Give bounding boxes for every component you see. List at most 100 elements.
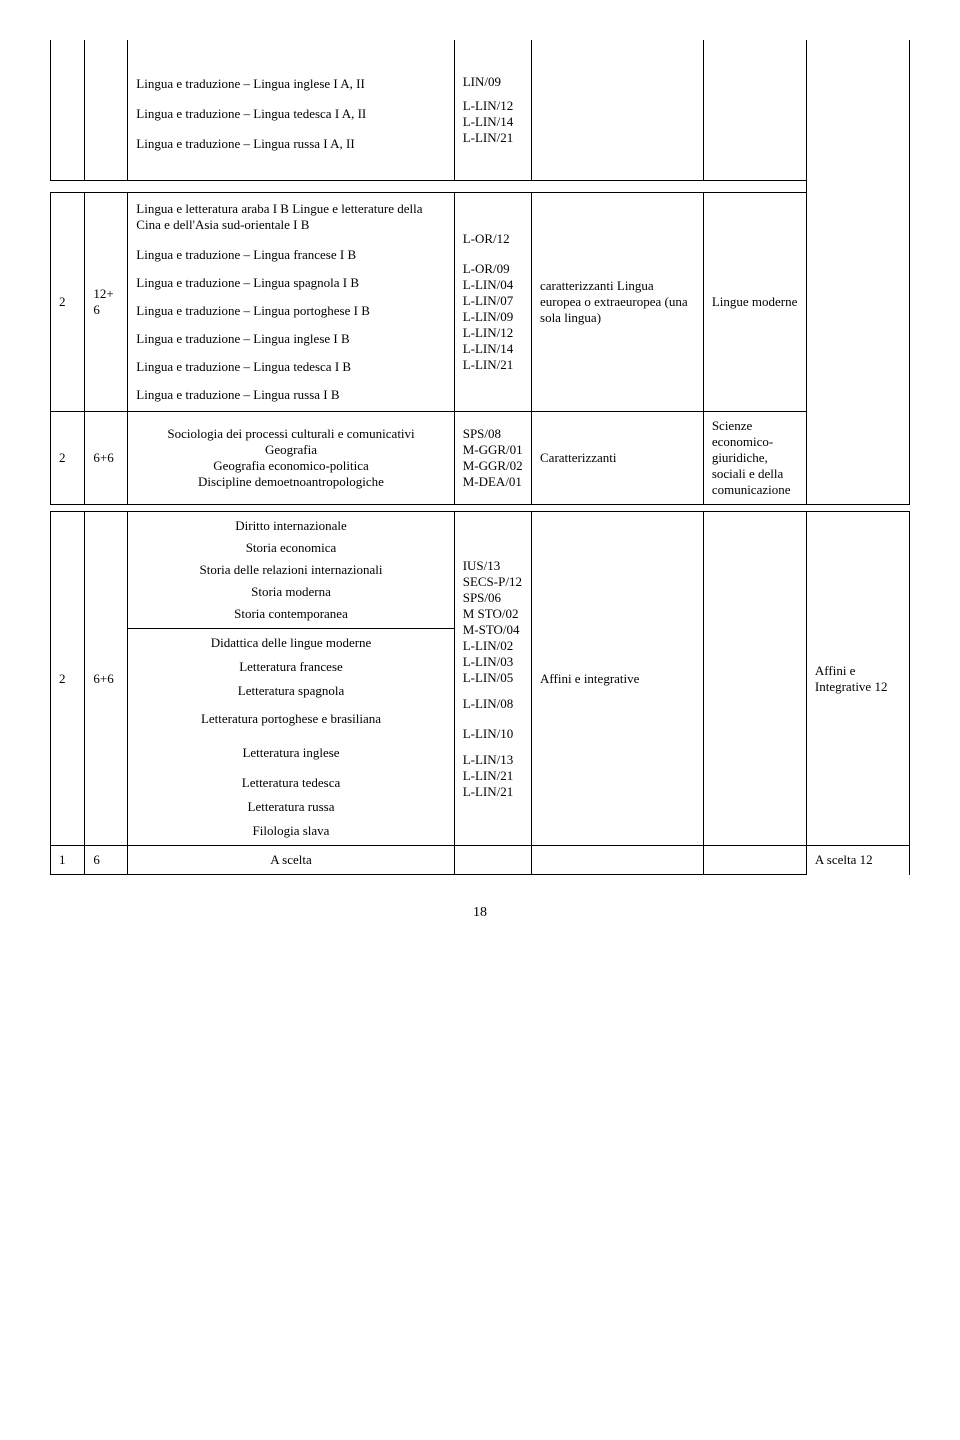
ssd-code: L-LIN/21 — [463, 130, 523, 146]
disc-text: Geografia — [136, 442, 445, 458]
disc-text: Letteratura portoghese e brasiliana — [136, 711, 445, 727]
disc-text: Lingua e letteratura araba I B Lingue e … — [136, 199, 445, 235]
disc-text: Letteratura inglese — [136, 745, 445, 761]
ssd-code: L-LIN/14 — [463, 341, 523, 357]
cell-act — [532, 846, 704, 875]
ssd-code: SECS-P/12 — [463, 574, 523, 590]
ssd-code: L-LIN/03 — [463, 654, 523, 670]
disc-text: Letteratura spagnola — [136, 683, 445, 699]
disc-text: Letteratura francese — [136, 659, 445, 675]
ssd-code: L-LIN/12 — [463, 98, 523, 114]
table-row: 2 6+6 Diritto internazionale Storia econ… — [51, 512, 910, 629]
ssd-code: L-LIN/04 — [463, 277, 523, 293]
ssd-code: M-GGR/01 — [463, 442, 523, 458]
cell-group: Affini e Integrative 12 — [806, 512, 909, 846]
ssd-code: L-LIN/21 — [463, 768, 523, 784]
disc-text: Lingua e traduzione – Lingua portoghese … — [136, 301, 445, 321]
cell-act: Caratterizzanti — [532, 412, 704, 505]
cell-disc: Diritto internazionale Storia economica … — [128, 512, 454, 629]
cell-amb — [703, 40, 806, 181]
cell-year: 2 — [51, 193, 85, 412]
cell-act: Affini e integrative — [532, 512, 704, 846]
table-row: 1 6 A scelta A scelta 12 — [51, 846, 910, 875]
disc-text: Lingua e traduzione – Lingua spagnola I … — [136, 273, 445, 293]
page-number: 18 — [50, 905, 910, 921]
disc-text: Diritto internazionale — [136, 518, 445, 534]
ssd-code: L-OR/09 — [463, 261, 523, 277]
ssd-code: L-LIN/05 — [463, 670, 523, 686]
disc-text: Letteratura tedesca — [136, 775, 445, 791]
disc-text: Lingua e traduzione – Lingua inglese I A… — [136, 46, 445, 94]
spacer-cell — [51, 505, 910, 512]
ssd-code: M-STO/04 — [463, 622, 523, 638]
cell-amb — [703, 846, 806, 875]
cell-year: 2 — [51, 412, 85, 505]
cell-ssd: SPS/08 M-GGR/01 M-GGR/02 M-DEA/01 — [454, 412, 531, 505]
cell-cfu: 6 — [85, 846, 128, 875]
ssd-code: L-LIN/21 — [463, 357, 523, 373]
disc-text: Storia economica — [136, 540, 445, 556]
ssd-code: L-LIN/09 — [463, 309, 523, 325]
cell-cfu: 6+6 — [85, 512, 128, 846]
cell-ssd: L-OR/12 L-OR/09 L-LIN/04 L-LIN/07 L-LIN/… — [454, 193, 531, 412]
ssd-code: L-LIN/13 — [463, 752, 523, 768]
ssd-code: L-LIN/07 — [463, 293, 523, 309]
disc-text: Lingua e traduzione – Lingua inglese I B — [136, 329, 445, 349]
cell-amb — [703, 512, 806, 846]
cell-disc: Didattica delle lingue moderne Letteratu… — [128, 629, 454, 846]
cell-year: 2 — [51, 512, 85, 846]
ssd-code: L-LIN/02 — [463, 638, 523, 654]
cell-cfu — [85, 40, 128, 181]
disc-text: Storia delle relazioni internazionali — [136, 562, 445, 578]
ssd-code: IUS/13 — [463, 558, 523, 574]
cell-cfu: 6+6 — [85, 412, 128, 505]
disc-text: Lingua e traduzione – Lingua russa I A, … — [136, 134, 445, 154]
cell-ssd: LIN/09 L-LIN/12 L-LIN/14 L-LIN/21 — [454, 40, 531, 181]
ssd-code: L-OR/12 — [463, 231, 523, 247]
ssd-code: M STO/02 — [463, 606, 523, 622]
cell-group — [806, 193, 909, 412]
ssd-code: L-LIN/21 — [463, 784, 523, 800]
cell-year: 1 — [51, 846, 85, 875]
ssd-code: L-LIN/10 — [463, 726, 523, 742]
cell-group — [806, 412, 909, 505]
disc-text: Sociologia dei processi culturali e comu… — [136, 426, 445, 442]
cell-group — [806, 181, 909, 193]
ssd-code: M-DEA/01 — [463, 474, 523, 490]
ssd-code: L-LIN/12 — [463, 325, 523, 341]
ssd-code: SPS/06 — [463, 590, 523, 606]
cell-ssd: IUS/13 SECS-P/12 SPS/06 M STO/02 M-STO/0… — [454, 512, 531, 846]
cell-group — [806, 40, 909, 181]
disc-text: Storia moderna — [136, 584, 445, 600]
curriculum-table: Lingua e traduzione – Lingua inglese I A… — [50, 40, 910, 875]
table-row: 2 12+6 Lingua e letteratura araba I B Li… — [51, 193, 910, 412]
cell-ssd — [454, 846, 531, 875]
ssd-code: LIN/09 — [463, 74, 523, 90]
table-row: Lingua e traduzione – Lingua inglese I A… — [51, 40, 910, 181]
ssd-code: SPS/08 — [463, 426, 523, 442]
disc-text: Filologia slava — [136, 823, 445, 839]
disc-text: Didattica delle lingue moderne — [136, 635, 445, 651]
disc-text: Lingua e traduzione – Lingua tedesca I B — [136, 357, 445, 377]
disc-text: Letteratura russa — [136, 799, 445, 815]
disc-text: Storia contemporanea — [136, 606, 445, 622]
cell-amb: Scienze economico-giuridiche, sociali e … — [703, 412, 806, 505]
cell-disc: Sociologia dei processi culturali e comu… — [128, 412, 454, 505]
table-row: 2 6+6 Sociologia dei processi culturali … — [51, 412, 910, 505]
disc-text: Lingua e traduzione – Lingua russa I B — [136, 385, 445, 405]
spacer-cell — [51, 181, 807, 193]
ssd-code: M-GGR/02 — [463, 458, 523, 474]
disc-text: Lingua e traduzione – Lingua francese I … — [136, 245, 445, 265]
spacer-row — [51, 505, 910, 512]
disc-text: Lingua e traduzione – Lingua tedesca I A… — [136, 104, 445, 124]
ssd-code: L-LIN/08 — [463, 696, 523, 712]
disc-text: Discipline demoetnoantropologiche — [136, 474, 445, 490]
cell-act — [532, 40, 704, 181]
cell-year — [51, 40, 85, 181]
ssd-code: L-LIN/14 — [463, 114, 523, 130]
cell-amb: Lingue moderne — [703, 193, 806, 412]
cell-disc: Lingua e traduzione – Lingua inglese I A… — [128, 40, 454, 181]
cell-act: caratterizzanti Lingua europea o extraeu… — [532, 193, 704, 412]
cell-cfu: 12+6 — [85, 193, 128, 412]
disc-text: Geografia economico-politica — [136, 458, 445, 474]
